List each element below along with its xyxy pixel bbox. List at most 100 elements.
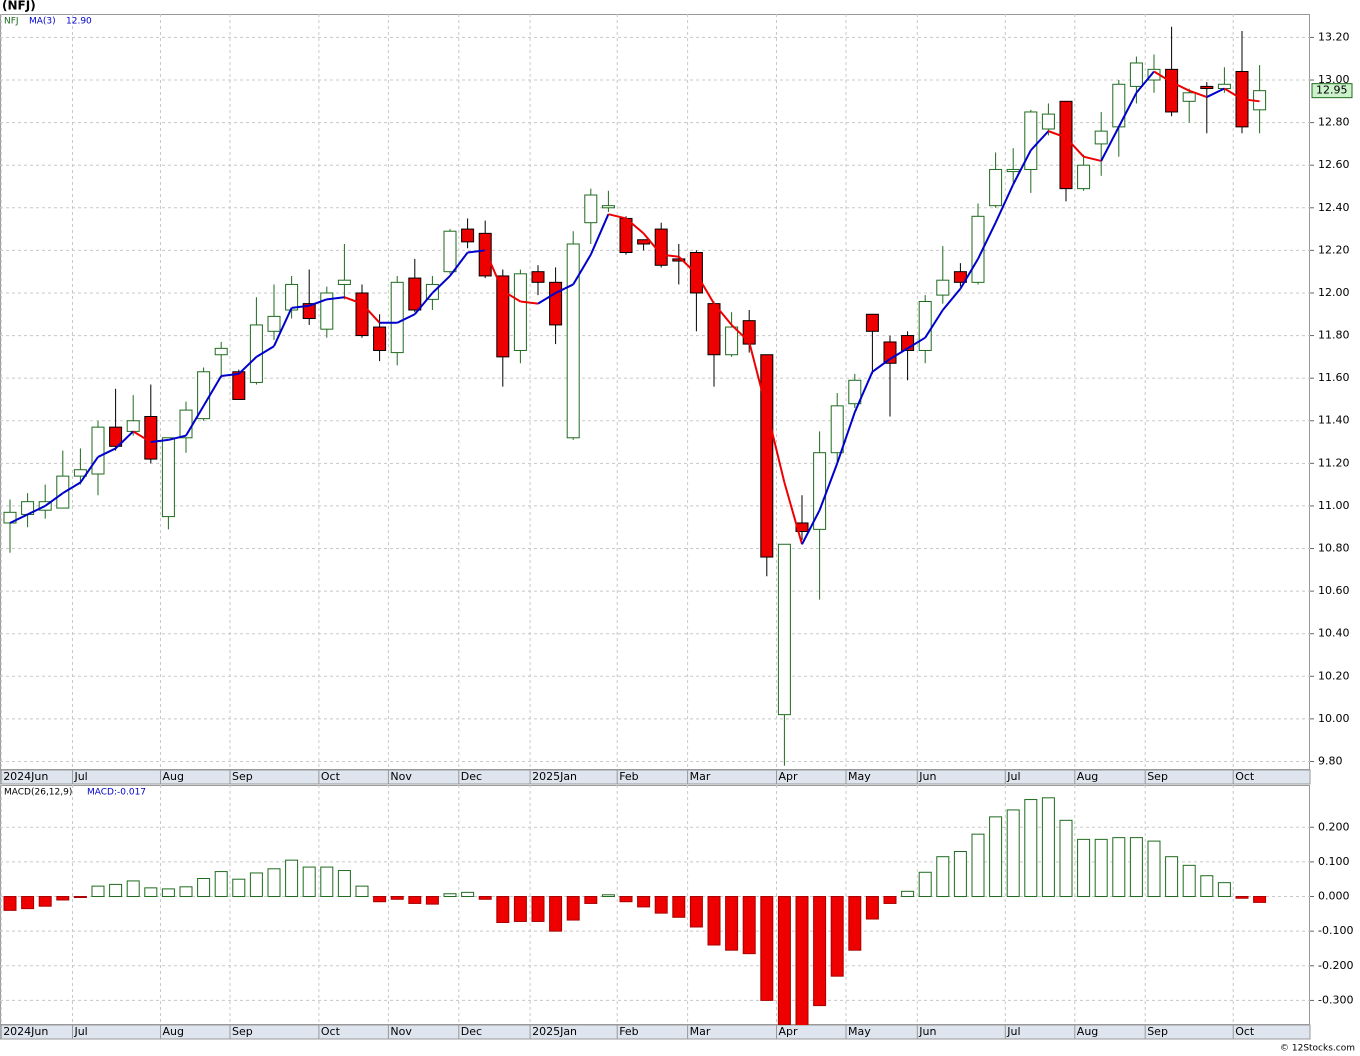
- ma-segment: [977, 222, 997, 260]
- ma-segment: [1206, 87, 1225, 98]
- macd-bar: [355, 885, 369, 898]
- candle-body: [531, 271, 545, 283]
- candle-body: [267, 315, 281, 332]
- x-tick-label: Apr: [778, 770, 798, 783]
- candle-body: [1077, 164, 1091, 190]
- macd-bar: [936, 856, 950, 898]
- candle-body: [672, 258, 686, 262]
- x-tick-label: Aug: [1077, 770, 1098, 783]
- y-tick-label: 10.40: [1318, 627, 1350, 640]
- macd-bar: [989, 816, 1003, 898]
- candle-body: [813, 452, 827, 530]
- macd-bar: [267, 868, 281, 898]
- candle-body: [109, 426, 123, 447]
- y-tick-label: 12.60: [1318, 158, 1350, 171]
- macd-bar: [637, 896, 651, 908]
- ma-segment: [449, 251, 469, 277]
- x-tick-label: May: [848, 770, 871, 783]
- candle-body: [390, 281, 404, 354]
- macd-bar: [513, 896, 527, 922]
- macd-bar: [337, 870, 351, 898]
- ma-segment: [678, 256, 698, 275]
- candle-body: [443, 230, 457, 273]
- ma-segment: [467, 249, 486, 254]
- candle-body: [1024, 111, 1038, 170]
- macd-bar: [1112, 837, 1126, 898]
- macd-bar: [883, 896, 897, 904]
- ma-segment: [255, 345, 275, 358]
- x-tick-label: 2024Jun: [3, 1025, 48, 1038]
- ma-segment: [1188, 89, 1208, 98]
- candle-body: [1094, 130, 1108, 145]
- ma-segment: [168, 434, 187, 441]
- ma-segment: [9, 513, 29, 524]
- ma-segment: [431, 275, 451, 294]
- macd-bar: [1253, 896, 1267, 903]
- candle-body: [989, 168, 1003, 207]
- y-tick-label: 0.200: [1318, 820, 1350, 833]
- candle-body: [285, 283, 299, 311]
- ma-segment: [79, 456, 99, 484]
- macd-bar: [56, 896, 70, 901]
- ma-segment: [642, 232, 662, 256]
- ma-segment: [537, 292, 557, 305]
- legend-symbol: NFJ: [4, 17, 19, 27]
- last-price-label: 12.95: [1316, 84, 1348, 97]
- macd-value: MACD:-0.017: [87, 788, 146, 798]
- ma-segment: [572, 254, 592, 285]
- macd-bar: [21, 896, 35, 910]
- ma-segment: [1117, 92, 1138, 128]
- x-tick-label: Mar: [690, 770, 711, 783]
- macd-bar: [584, 896, 598, 904]
- candle-body: [1200, 85, 1214, 90]
- y-tick-label: 11.80: [1318, 329, 1350, 342]
- ma-segment: [959, 258, 979, 290]
- macd-bar: [73, 896, 87, 899]
- x-tick-label: Jul: [1006, 770, 1020, 783]
- macd-bar: [197, 878, 211, 898]
- macd-bar: [249, 872, 263, 898]
- ma-segment: [502, 289, 521, 303]
- candle-body: [549, 281, 563, 326]
- ma-segment: [1171, 81, 1190, 92]
- candle-body: [584, 194, 598, 224]
- macd-bar: [707, 896, 721, 946]
- macd-bar: [214, 871, 228, 898]
- ma-segment: [1100, 126, 1120, 162]
- ma-segment: [62, 481, 81, 495]
- ma-segment: [114, 430, 134, 450]
- ma-segment: [608, 213, 627, 220]
- x-tick-label: Sep: [232, 770, 253, 783]
- x-tick-label: Aug: [162, 1025, 183, 1038]
- candle-body: [848, 379, 862, 405]
- ma-segment: [1012, 149, 1032, 185]
- x-tick-label: Feb: [619, 770, 638, 783]
- macd-bar: [689, 896, 703, 928]
- macd-bar: [971, 833, 985, 898]
- ma-segment: [555, 283, 574, 294]
- macd-bar: [373, 896, 387, 903]
- candle-body: [1006, 168, 1020, 173]
- macd-bar: [1059, 819, 1073, 898]
- y-tick-label: 11.40: [1318, 414, 1350, 427]
- ma-segment: [907, 336, 926, 350]
- macd-bar: [285, 859, 299, 898]
- x-tick-label: Oct: [1235, 770, 1255, 783]
- macd-bar: [531, 896, 545, 922]
- macd-bar: [953, 850, 967, 898]
- ma-segment: [326, 296, 345, 301]
- candle-body: [936, 279, 950, 296]
- macd-bar: [619, 896, 633, 903]
- ma-segment: [1241, 98, 1260, 103]
- macd-bar: [777, 896, 791, 1025]
- macd-bar: [1147, 840, 1161, 898]
- candle-body: [126, 420, 140, 432]
- ma-segment: [27, 505, 46, 516]
- ma-segment: [853, 371, 874, 413]
- macd-bar: [320, 866, 334, 898]
- candle-body: [1059, 100, 1073, 190]
- candle-body: [1041, 113, 1055, 130]
- x-tick-label: 2024Jun: [3, 770, 48, 783]
- candle-body: [619, 217, 633, 254]
